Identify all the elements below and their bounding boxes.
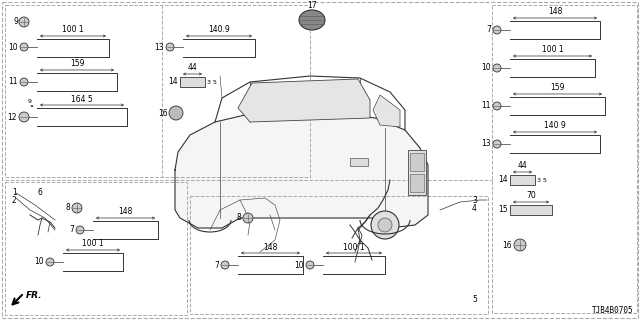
Text: 13: 13 xyxy=(481,140,491,148)
Circle shape xyxy=(493,102,501,110)
Text: 15: 15 xyxy=(499,205,508,214)
Bar xyxy=(510,205,552,215)
Ellipse shape xyxy=(299,10,325,30)
Text: 7: 7 xyxy=(486,26,491,35)
Text: 140.9: 140.9 xyxy=(208,26,230,35)
Text: 140 9: 140 9 xyxy=(544,122,566,131)
Bar xyxy=(350,158,368,166)
Bar xyxy=(410,174,424,192)
Circle shape xyxy=(169,106,183,120)
Text: 16: 16 xyxy=(158,108,168,117)
Text: 10: 10 xyxy=(8,43,18,52)
Text: 4: 4 xyxy=(472,204,477,213)
Text: 3: 3 xyxy=(472,196,477,205)
Text: 8: 8 xyxy=(65,204,70,212)
Text: 44: 44 xyxy=(518,162,527,171)
Circle shape xyxy=(493,140,501,148)
Text: 11: 11 xyxy=(481,101,491,110)
Text: 2: 2 xyxy=(12,196,17,205)
Polygon shape xyxy=(238,79,370,122)
Text: 1: 1 xyxy=(12,188,17,197)
Text: 100 1: 100 1 xyxy=(82,239,104,249)
Text: 3 5: 3 5 xyxy=(537,178,547,182)
Text: TJB4B0705: TJB4B0705 xyxy=(593,306,634,315)
Text: FR.: FR. xyxy=(26,291,42,300)
Circle shape xyxy=(221,261,229,269)
Text: 159: 159 xyxy=(550,84,564,92)
Bar xyxy=(410,153,424,171)
Circle shape xyxy=(514,239,526,251)
Text: 44: 44 xyxy=(188,63,197,73)
Text: 8: 8 xyxy=(236,213,241,222)
Text: 100 1: 100 1 xyxy=(343,243,365,252)
Text: 10: 10 xyxy=(294,260,304,269)
Text: 12: 12 xyxy=(8,113,17,122)
Circle shape xyxy=(493,64,501,72)
Circle shape xyxy=(76,226,84,234)
Text: 159: 159 xyxy=(70,60,84,68)
Bar xyxy=(492,5,637,313)
Circle shape xyxy=(19,112,29,122)
Circle shape xyxy=(493,26,501,34)
Bar xyxy=(180,77,205,87)
Text: 5: 5 xyxy=(472,295,477,304)
Circle shape xyxy=(19,17,29,27)
Text: 17: 17 xyxy=(307,1,317,10)
Text: 11: 11 xyxy=(8,77,18,86)
Circle shape xyxy=(166,43,174,51)
Text: 148: 148 xyxy=(118,207,132,217)
Bar xyxy=(190,196,488,314)
Text: 3 5: 3 5 xyxy=(207,79,217,84)
Text: 10: 10 xyxy=(35,258,44,267)
Polygon shape xyxy=(175,112,428,228)
Circle shape xyxy=(20,78,28,86)
Bar xyxy=(408,150,426,195)
Circle shape xyxy=(20,43,28,51)
Text: 148: 148 xyxy=(548,7,562,17)
Text: 16: 16 xyxy=(502,241,512,250)
Text: 6: 6 xyxy=(38,188,43,197)
Text: 148: 148 xyxy=(263,243,278,252)
Circle shape xyxy=(72,203,82,213)
Circle shape xyxy=(371,211,399,239)
Text: 9: 9 xyxy=(28,99,32,104)
Text: 7: 7 xyxy=(214,260,219,269)
Text: 100 1: 100 1 xyxy=(541,45,563,54)
Bar xyxy=(5,182,187,315)
Text: 7: 7 xyxy=(69,226,74,235)
Circle shape xyxy=(46,258,54,266)
Text: 100 1: 100 1 xyxy=(62,26,84,35)
Text: 13: 13 xyxy=(154,43,164,52)
Circle shape xyxy=(243,213,253,223)
Text: 14: 14 xyxy=(168,77,178,86)
Bar xyxy=(5,5,310,177)
Text: 70: 70 xyxy=(526,191,536,201)
Circle shape xyxy=(306,261,314,269)
Bar xyxy=(510,175,535,185)
Text: 10: 10 xyxy=(481,63,491,73)
Polygon shape xyxy=(373,95,400,127)
Text: 164 5: 164 5 xyxy=(71,94,93,103)
Text: 14: 14 xyxy=(499,175,508,185)
Circle shape xyxy=(378,218,392,232)
Text: 9: 9 xyxy=(13,18,18,27)
